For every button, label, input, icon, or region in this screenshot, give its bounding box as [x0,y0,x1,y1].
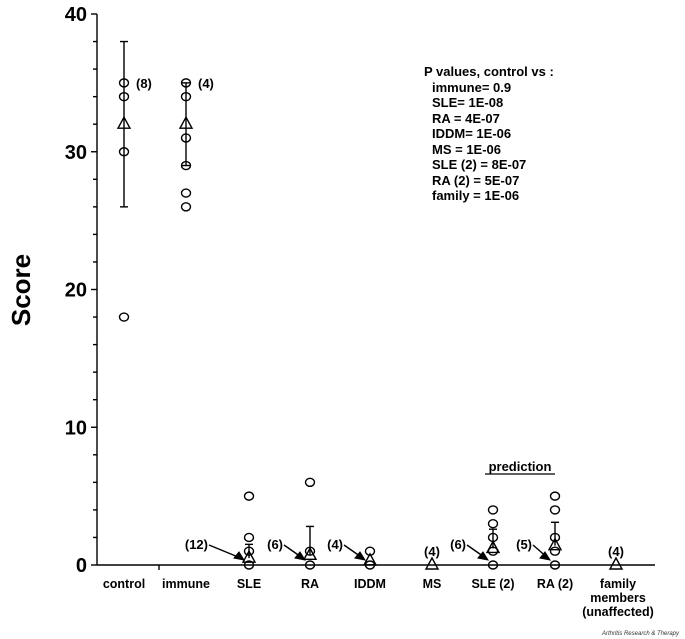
y-tick-label: 40 [65,4,87,26]
y-axis-label: Score [6,254,36,326]
x-tick-label: members [590,591,646,605]
x-tick-label: control [103,577,145,591]
x-tick-label: SLE (2) [471,577,514,591]
data-point [243,560,255,570]
mean-marker [116,115,132,129]
data-point [180,78,192,88]
pvalue-line: MS = 1E-06 [432,141,502,157]
pvalue-line: IDDM= 1E-06 [432,126,512,141]
pvalue-title: P values, control vs : [424,64,554,79]
pvalue-line: SLE= 1E-08 [432,95,504,110]
n-label: (8) [136,76,152,91]
data-point [243,491,255,501]
x-tick-label: MS [423,577,442,591]
credit: Arthritis Research & Therapy [601,631,679,637]
n-label: (4) [424,544,440,559]
n-label: (4) [608,544,624,559]
data-point [487,518,499,529]
data-point [118,312,130,322]
n-label: (5) [516,537,532,552]
data-point [180,188,192,198]
data-point [487,560,499,570]
n-label: (6) [267,537,283,552]
arrow-head [294,551,307,561]
n-label: (4) [198,76,214,91]
data-point [118,78,130,88]
mean-marker [178,115,194,129]
x-tick-label: RA (2) [537,577,573,591]
pvalue-line: RA (2) = 5E-07 [432,172,520,188]
n-label: (6) [450,537,466,552]
mean-marker [302,546,318,561]
data-point [487,505,499,515]
y-tick-label: 20 [65,280,87,302]
pvalue-line: immune= 0.9 [432,79,512,95]
pvalue-box: P values, control vs : immune= 0.9 SLE= … [424,64,554,204]
data-point [118,91,130,102]
x-tick-label: SLE [237,577,261,591]
pvalue-line: family = 1E-06 [432,188,520,203]
pvalue-line: SLE (2) = 8E-07 [432,157,527,172]
arrow-head [233,551,246,561]
x-tick-label: RA [301,577,319,591]
mean-marker [485,540,501,554]
data-point [549,546,561,556]
data-point [243,532,255,543]
arrow-head [539,551,552,561]
mean-marker [547,537,563,551]
x-tick-label: family [600,577,636,591]
data-point [487,546,499,556]
prediction-label: prediction [489,459,552,474]
y-tick-label: 0 [76,555,87,577]
y-tick-label: 30 [65,142,87,164]
mean-marker [362,552,378,566]
data-point [118,147,130,157]
mean-marker [241,549,257,563]
data-point [549,560,561,570]
data-point [549,505,561,515]
data-point [180,91,192,102]
pvalue-line: RA = 4E-07 [432,110,500,126]
data-point [549,532,561,543]
data-point [304,477,316,488]
arrow-head [354,551,367,561]
data-point [180,160,192,171]
n-label: (4) [327,537,343,552]
n-label: (12) [185,537,208,552]
data-point [243,546,255,556]
data-point [304,560,316,570]
arrow-head [477,551,490,561]
y-tick-label: 10 [65,417,87,439]
data-point [180,133,192,143]
data-point [180,202,192,212]
x-tick-label: IDDM [354,577,386,591]
data-point [549,491,561,501]
x-tick-label: immune [162,577,210,591]
x-tick-label: (unaffected) [582,605,654,619]
mean-marker [608,556,624,570]
mean-marker [424,556,440,570]
